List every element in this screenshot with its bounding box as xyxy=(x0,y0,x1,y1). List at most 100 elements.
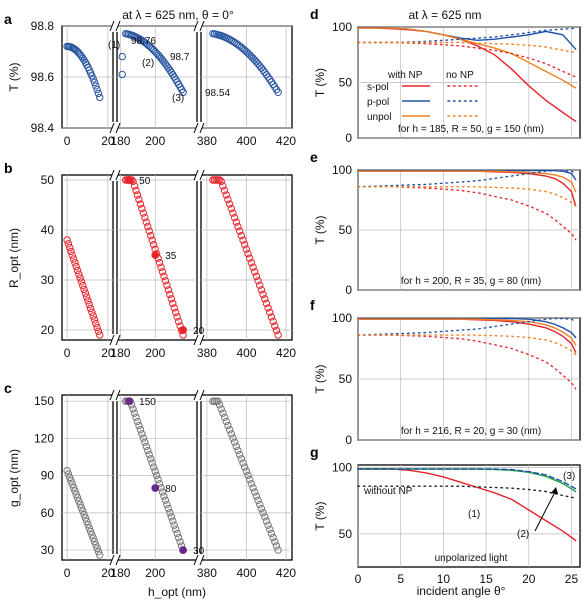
data-point xyxy=(85,524,93,532)
data-point xyxy=(75,270,83,278)
x-tick-label: 400 xyxy=(236,566,256,580)
data-point xyxy=(93,544,101,552)
x-tick-label: 25 xyxy=(565,572,579,586)
data-point xyxy=(90,316,99,324)
y-tick-label: 98.8 xyxy=(31,19,55,33)
data-point xyxy=(145,227,153,235)
data-point xyxy=(247,479,256,488)
data-point xyxy=(142,442,150,451)
data-point xyxy=(133,417,142,426)
data-point xyxy=(254,496,262,504)
data-point xyxy=(170,304,178,312)
data-point xyxy=(155,479,164,488)
data-point xyxy=(164,504,173,513)
data-point xyxy=(135,195,143,204)
data-point xyxy=(92,319,100,328)
data-point xyxy=(73,493,82,502)
panel-label: c xyxy=(4,380,12,396)
x-axis-label: incident angle θ° xyxy=(417,584,506,598)
data-point xyxy=(254,277,262,285)
data-point xyxy=(264,304,272,312)
data-point xyxy=(76,500,84,509)
data-point xyxy=(118,52,126,61)
data-point xyxy=(222,417,230,426)
data-point xyxy=(235,227,244,235)
y-axis-label: T (%) xyxy=(313,215,327,244)
data-point xyxy=(130,182,139,190)
data-point xyxy=(72,490,80,498)
panel-caption: for h = 216, R = 20, g = 30 (nm) xyxy=(401,426,541,437)
data-point xyxy=(224,421,232,430)
panel-label: f xyxy=(310,297,315,313)
data-point xyxy=(84,297,92,305)
data-point xyxy=(256,62,264,70)
panel-header: at λ = 625 nm xyxy=(408,8,481,22)
x-tick-label: 15 xyxy=(479,572,493,586)
data-point xyxy=(261,295,269,303)
x-axis-label: h_opt (nm) xyxy=(148,585,206,599)
x-tick-label: 380 xyxy=(197,134,217,148)
data-point xyxy=(79,281,87,290)
data-point xyxy=(82,517,91,525)
data-point xyxy=(89,75,97,83)
highlighted-point xyxy=(125,397,134,406)
data-point xyxy=(161,277,170,285)
data-point xyxy=(68,480,77,488)
plot-frame-c-0 xyxy=(61,394,114,561)
data-point xyxy=(81,289,90,297)
axis-break-mark xyxy=(115,122,121,134)
data-point xyxy=(220,413,229,422)
data-point xyxy=(169,517,177,525)
data-point xyxy=(167,513,176,521)
axis-break-mark xyxy=(115,334,121,346)
data-point xyxy=(170,521,178,529)
data-point xyxy=(274,88,282,97)
data-point xyxy=(94,327,103,335)
panel-label: g xyxy=(310,444,319,460)
data-point xyxy=(86,304,95,313)
y-tick-label: 100 xyxy=(332,311,352,325)
data-point xyxy=(139,434,148,442)
series-line-p-pol-dotted xyxy=(357,169,577,188)
data-point xyxy=(217,177,225,186)
y-tick-label: 50 xyxy=(339,223,353,237)
axis-break-gap xyxy=(112,389,118,401)
data-point xyxy=(85,300,93,309)
plot-frame-c-1 xyxy=(116,394,198,561)
y-axis-label: T (%) xyxy=(313,68,327,97)
data-point xyxy=(167,295,176,303)
data-point xyxy=(152,471,161,480)
y-axis-label: R_opt (nm) xyxy=(7,228,21,288)
y-tick-label: 98.6 xyxy=(31,70,55,84)
data-point xyxy=(229,209,237,217)
data-point xyxy=(240,240,249,249)
data-point xyxy=(90,537,99,546)
series-line-s-pol-solid xyxy=(357,170,577,207)
data-point xyxy=(264,521,272,529)
axis-break-mark xyxy=(199,334,205,346)
curve-annotation: (1) xyxy=(468,509,480,520)
series-line-s-pol-dotted xyxy=(357,186,577,241)
x-tick-label: 20 xyxy=(101,346,115,360)
data-point xyxy=(75,497,83,505)
highlight-label: 35 xyxy=(165,251,177,262)
data-point xyxy=(229,434,237,442)
data-point xyxy=(219,409,227,417)
axis-break-gap xyxy=(196,20,202,32)
x-tick-label: 20 xyxy=(522,572,536,586)
data-point xyxy=(262,299,271,308)
data-point xyxy=(234,446,242,455)
data-point xyxy=(269,317,277,326)
axis-break-gap xyxy=(112,169,118,181)
data-point xyxy=(163,281,171,290)
x-tick-label: 420 xyxy=(276,566,296,580)
data-point xyxy=(230,213,239,222)
point-annotation: 98.76 xyxy=(131,36,156,47)
curve-annotation: (3) xyxy=(563,471,575,482)
data-point xyxy=(96,331,104,339)
data-point xyxy=(89,534,97,542)
data-point xyxy=(71,259,79,267)
data-point xyxy=(77,278,86,286)
data-point xyxy=(149,240,158,249)
x-tick-label: 420 xyxy=(276,134,296,148)
